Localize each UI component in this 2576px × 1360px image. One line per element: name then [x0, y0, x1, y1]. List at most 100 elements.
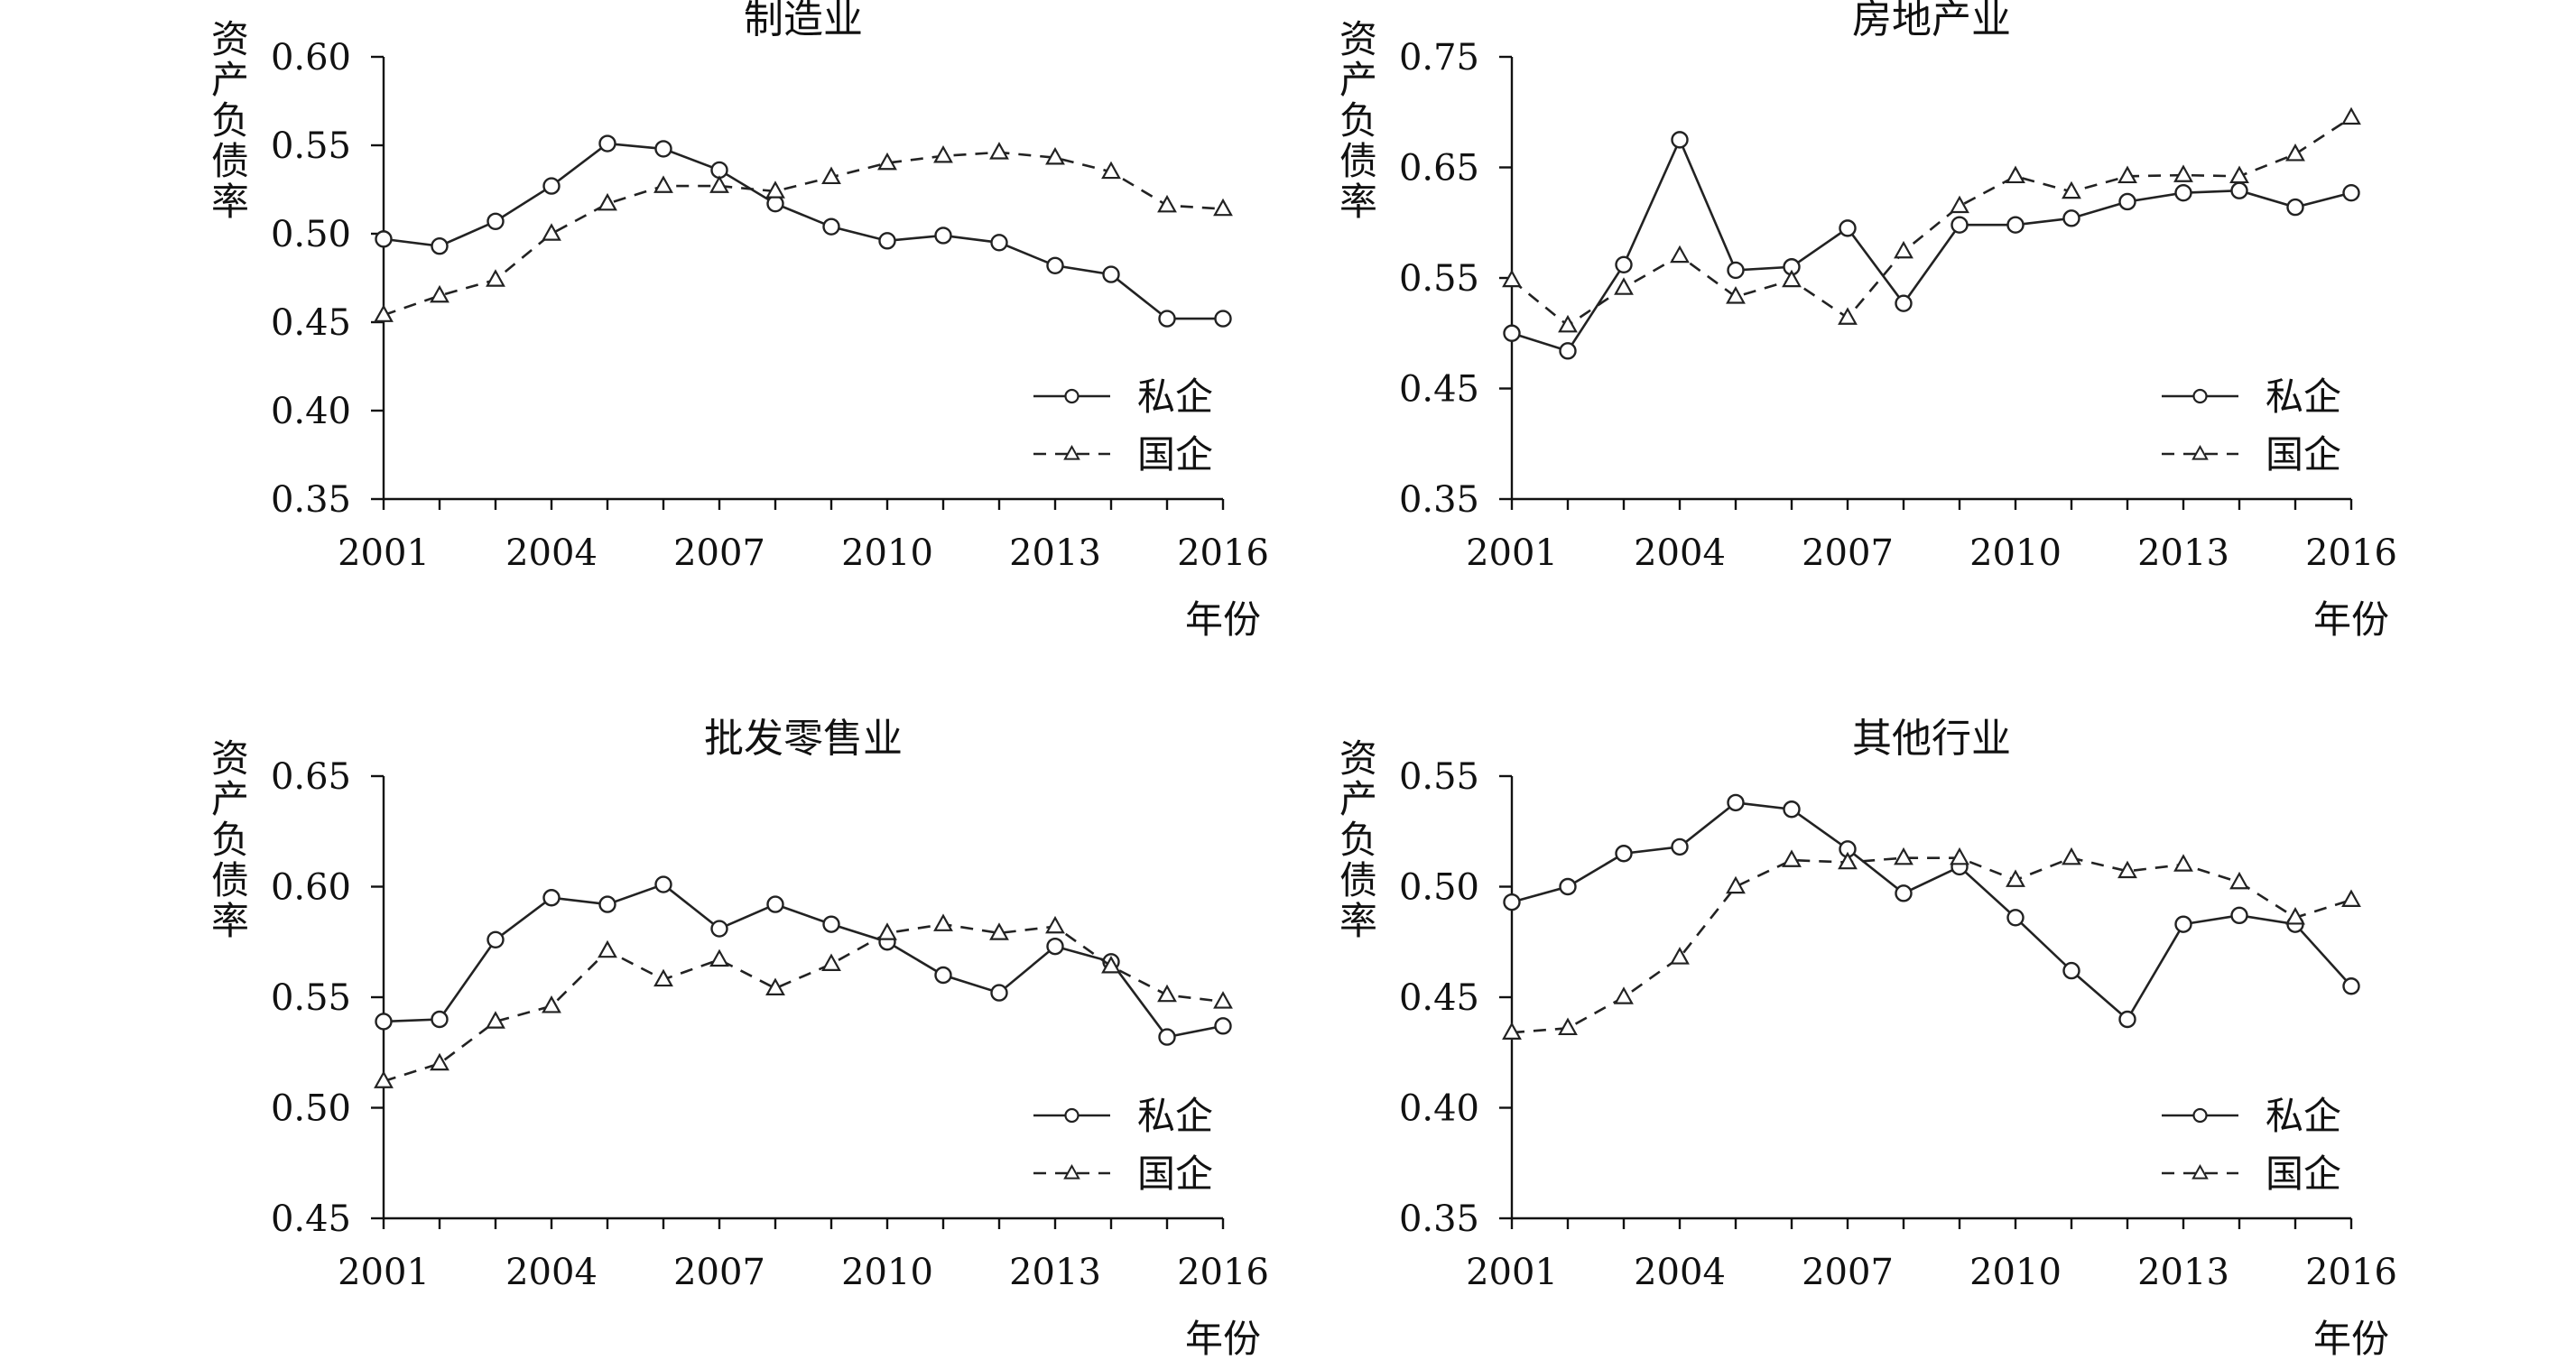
- data-point-private: [766, 194, 784, 213]
- x-tick-label: 2010: [841, 1252, 933, 1293]
- chart-title: 房地产业: [1852, 0, 2011, 42]
- data-point-private: [1503, 893, 1521, 911]
- data-point-state: [1614, 986, 1634, 1004]
- data-point-private: [2230, 906, 2248, 925]
- y-tick-label: 0.55: [1399, 258, 1479, 300]
- data-point-state: [2285, 907, 2305, 925]
- y-tick-label: 0.55: [271, 125, 351, 167]
- x-tick-label: 2016: [2305, 532, 2397, 574]
- y-axis-label: 资产负债率: [211, 17, 249, 224]
- data-point-state: [1782, 269, 1802, 288]
- data-point-private: [598, 895, 616, 913]
- legend-label-private: 私企: [1137, 375, 1213, 419]
- series-line-private: [383, 142, 1223, 320]
- data-point-state: [933, 145, 953, 163]
- x-tick-label: 2007: [1802, 532, 1894, 574]
- y-tick-label: 0.45: [1399, 977, 1479, 1019]
- data-point-private: [2062, 961, 2080, 980]
- data-point-private: [654, 875, 672, 893]
- y-tick-label: 0.40: [1399, 1088, 1479, 1130]
- data-point-state: [821, 166, 841, 185]
- x-tick-label: 2001: [1466, 532, 1558, 574]
- data-point-private: [1671, 131, 1689, 149]
- y-axis-label: 资产负债率: [1339, 17, 1377, 224]
- data-point-state: [2173, 164, 2193, 182]
- chart-title: 制造业: [744, 0, 863, 42]
- chart-title: 其他行业: [1852, 716, 2011, 762]
- data-point-state: [1502, 1022, 1522, 1040]
- data-point-state: [1670, 947, 1690, 965]
- data-point-private: [2342, 977, 2360, 995]
- data-point-state: [1782, 849, 1802, 867]
- data-point-private: [2174, 183, 2192, 202]
- y-tick-label: 0.50: [1399, 867, 1479, 909]
- data-point-state: [653, 175, 673, 193]
- data-point-state: [1726, 286, 1746, 304]
- data-point-private: [375, 1013, 393, 1031]
- data-point-private: [431, 237, 449, 255]
- x-tick-label: 2010: [1969, 532, 2062, 574]
- x-tick-label: 2007: [1802, 1252, 1894, 1293]
- y-tick-label: 0.45: [271, 1198, 351, 1240]
- data-point-state: [598, 192, 617, 211]
- x-tick-label: 2001: [338, 1252, 430, 1293]
- legend-marker-private: [1064, 388, 1080, 404]
- data-point-state: [2229, 871, 2249, 890]
- data-point-private: [1102, 265, 1120, 283]
- data-point-state: [1502, 269, 1522, 288]
- legend-marker-state: [2191, 444, 2209, 460]
- data-point-state: [821, 953, 841, 972]
- data-point-private: [822, 915, 840, 933]
- data-point-state: [2062, 180, 2081, 199]
- data-point-private: [1839, 219, 1857, 237]
- chart-panel-4: 其他行业 0.55 0.50 0.45 0.40 0.35 2001 2004 2007 2010…: [1339, 716, 2397, 1360]
- data-point-private: [878, 232, 896, 250]
- data-point-private: [486, 930, 505, 949]
- data-point-private: [486, 212, 505, 230]
- series-line-state: [1511, 116, 2352, 328]
- data-point-state: [1045, 146, 1065, 165]
- data-point-state: [709, 948, 729, 967]
- data-point-private: [1046, 937, 1064, 956]
- x-tick-label: 2001: [338, 532, 430, 574]
- x-tick-label: 2004: [505, 532, 598, 574]
- data-point-state: [2062, 847, 2081, 865]
- chart-panel-1: 制造业 0.60 0.55 0.50 0.45 0.40 0.35 2001 2004 2007 2…: [211, 0, 1269, 642]
- data-point-state: [542, 223, 561, 241]
- data-point-private: [542, 177, 561, 195]
- legend-label-private: 私企: [1137, 1094, 1213, 1138]
- data-point-state: [486, 269, 505, 287]
- data-point-private: [1559, 342, 1577, 360]
- data-point-state: [1894, 847, 1913, 865]
- x-tick-label: 2016: [1177, 1252, 1269, 1293]
- x-tick-label: 2001: [1466, 1252, 1558, 1293]
- data-point-private: [2342, 183, 2360, 202]
- data-point-private: [2118, 192, 2136, 211]
- data-point-private: [2006, 216, 2025, 234]
- data-point-state: [2006, 869, 2025, 887]
- series-line-private: [1511, 801, 2352, 1022]
- data-point-private: [2118, 1010, 2136, 1029]
- data-point-private: [1158, 310, 1176, 328]
- data-point-state: [1101, 161, 1121, 180]
- data-point-private: [1895, 294, 1913, 312]
- y-tick-label: 0.65: [271, 756, 351, 798]
- x-tick-label: 2010: [1969, 1252, 2062, 1293]
- legend-label-state: 国企: [1137, 432, 1213, 476]
- x-tick-label: 2004: [505, 1252, 598, 1293]
- y-tick-label: 0.50: [271, 214, 351, 255]
- data-point-private: [822, 217, 840, 236]
- data-point-private: [1895, 884, 1913, 902]
- data-point-state: [1950, 195, 1969, 214]
- x-axis-label: 年份: [1185, 597, 1261, 642]
- y-tick-label: 0.75: [1399, 37, 1479, 79]
- data-point-state: [1838, 851, 1858, 870]
- data-point-private: [934, 966, 952, 985]
- data-point-private: [1615, 845, 1633, 863]
- y-tick-label: 0.55: [271, 977, 351, 1019]
- x-tick-label: 2016: [2305, 1252, 2397, 1293]
- series-line-private: [1511, 136, 2352, 353]
- data-point-private: [1951, 216, 1969, 234]
- data-point-private: [1727, 793, 1745, 812]
